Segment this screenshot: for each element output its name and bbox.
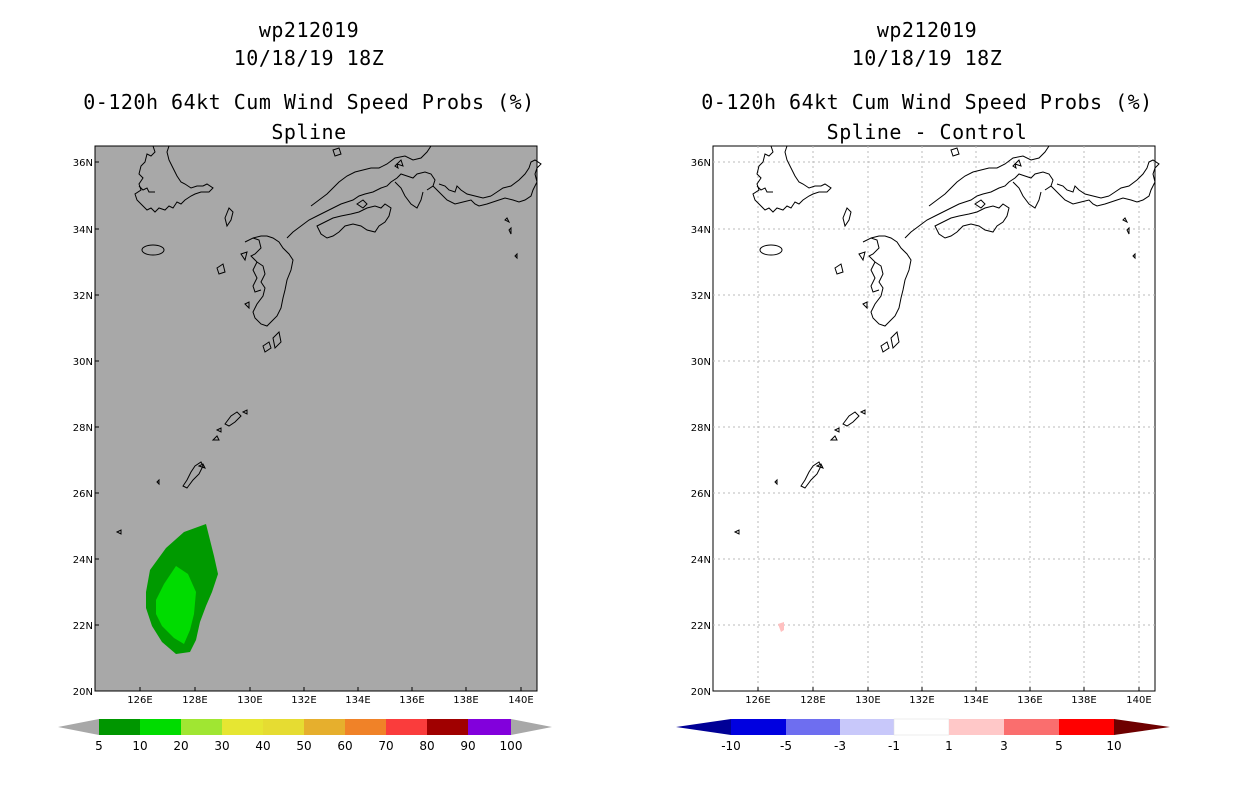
colorbar-swatch — [949, 719, 1004, 735]
product-title: 0-120h 64kt Cum Wind Speed Probs (%) — [701, 90, 1153, 114]
colorbar-label: 20 — [173, 739, 188, 753]
lat-tick-label: 24N — [691, 555, 711, 566]
colorbar-end-left — [676, 719, 731, 735]
lon-tick-label: 128E — [800, 695, 825, 706]
colorbar-swatch — [222, 719, 263, 735]
left-map: 126E 128E 130E 132E 134E 136E 138E 140E … — [58, 145, 552, 753]
lon-tick-label: 130E — [237, 695, 262, 706]
colorbar-swatch — [386, 719, 427, 735]
graticule — [713, 146, 1155, 691]
colorbar-label: 40 — [255, 739, 270, 753]
lon-axis — [139, 687, 522, 691]
colorbar-swatch — [345, 719, 386, 735]
lon-tick-label: 134E — [963, 695, 988, 706]
lon-tick-label: 140E — [1126, 695, 1151, 706]
lat-axis — [95, 161, 99, 626]
lon-tick-label: 126E — [745, 695, 770, 706]
lat-tick-label: 26N — [691, 489, 711, 500]
colorbar-label: 1 — [945, 739, 953, 753]
colorbar-end-right — [511, 719, 552, 735]
colorbar-label: 80 — [419, 739, 434, 753]
colorbar-swatch — [304, 719, 345, 735]
colorbar-swatch — [1059, 719, 1114, 735]
colorbar-label: -5 — [780, 739, 792, 753]
lon-tick-label: 132E — [291, 695, 316, 706]
lat-tick-label: 34N — [73, 225, 93, 236]
lon-tick-label: 132E — [909, 695, 934, 706]
lat-tick-label: 34N — [691, 225, 711, 236]
lon-tick-label: 136E — [399, 695, 424, 706]
colorbar-label: 5 — [95, 739, 103, 753]
colorbar-swatch — [140, 719, 181, 735]
colorbar-swatch — [99, 719, 140, 735]
colorbar-swatch — [427, 719, 468, 735]
storm-id-title: wp212019 — [258, 18, 360, 42]
lat-tick-label: 36N — [73, 158, 93, 169]
lat-tick-label: 24N — [73, 555, 93, 566]
colorbar-label: -1 — [888, 739, 900, 753]
product-title: 0-120h 64kt Cum Wind Speed Probs (%) — [83, 90, 535, 114]
map-background — [712, 145, 1156, 692]
colorbar-label: 10 — [132, 739, 147, 753]
colorbar-label: 50 — [296, 739, 311, 753]
left-colorbar — [58, 719, 552, 735]
colorbar-label: 30 — [214, 739, 229, 753]
colorbar-label: -3 — [834, 739, 846, 753]
colorbar-swatch — [786, 719, 840, 735]
colorbar-label: 60 — [337, 739, 352, 753]
datetime-title: 10/18/19 18Z — [233, 46, 385, 70]
lon-tick-label: 138E — [1071, 695, 1096, 706]
colorbar-label: -10 — [721, 739, 741, 753]
lon-tick-label: 128E — [182, 695, 207, 706]
colorbar-label: 10 — [1106, 739, 1121, 753]
colorbar-label: 70 — [378, 739, 393, 753]
lat-tick-label: 36N — [691, 158, 711, 169]
method-title: Spline - Control — [826, 120, 1028, 144]
colorbar-swatch — [468, 719, 511, 735]
colorbar-swatch — [731, 719, 786, 735]
colorbar-label: 5 — [1055, 739, 1063, 753]
lat-tick-label: 30N — [691, 357, 711, 368]
colorbar-end-left — [58, 719, 99, 735]
right-colorbar — [676, 718, 1170, 736]
colorbar-label: 90 — [460, 739, 475, 753]
left-panel: wp212019 10/18/19 18Z 0-120h 64kt Cum Wi… — [58, 18, 552, 753]
colorbar-swatch — [263, 719, 304, 735]
colorbar-swatch — [893, 718, 950, 736]
lat-tick-label: 20N — [73, 687, 93, 698]
lon-tick-label: 126E — [127, 695, 152, 706]
lat-tick-label: 28N — [691, 423, 711, 434]
prob-contour-10 — [156, 566, 196, 644]
lat-tick-label: 22N — [691, 621, 711, 632]
colorbar-swatch — [1004, 719, 1059, 735]
lon-tick-label: 134E — [345, 695, 370, 706]
colorbar-swatch — [840, 719, 894, 735]
lon-tick-label: 138E — [453, 695, 478, 706]
colorbar-swatch — [181, 719, 222, 735]
colorbar-end-right — [1114, 719, 1170, 735]
lat-tick-label: 28N — [73, 423, 93, 434]
diff-contour-positive — [778, 622, 784, 632]
lon-tick-label: 140E — [508, 695, 533, 706]
lon-axis — [757, 687, 1140, 691]
right-map: 126E 128E 130E 132E 134E 136E 138E 140E … — [676, 145, 1170, 753]
right-panel: wp212019 10/18/19 18Z 0-120h 64kt Cum Wi… — [618, 0, 1236, 800]
lat-tick-label: 26N — [73, 489, 93, 500]
lon-tick-label: 130E — [855, 695, 880, 706]
lat-tick-label: 20N — [691, 687, 711, 698]
datetime-title: 10/18/19 18Z — [851, 46, 1003, 70]
lat-tick-label: 32N — [691, 291, 711, 302]
lat-tick-label: 32N — [73, 291, 93, 302]
method-title: Spline — [271, 120, 347, 144]
colorbar-label: 100 — [500, 739, 523, 753]
lat-tick-label: 22N — [73, 621, 93, 632]
colorbar-label: 3 — [1000, 739, 1008, 753]
lat-tick-label: 30N — [73, 357, 93, 368]
storm-id-title: wp212019 — [876, 18, 978, 42]
lon-tick-label: 136E — [1017, 695, 1042, 706]
